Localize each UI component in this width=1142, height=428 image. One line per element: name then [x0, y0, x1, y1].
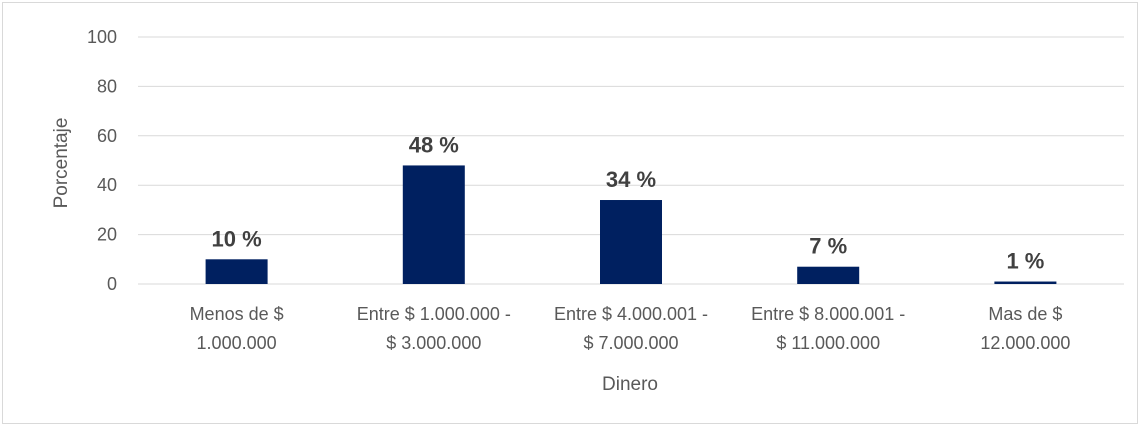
x-category-label: $ 7.000.000	[583, 333, 678, 353]
x-category-label: 12.000.000	[980, 333, 1070, 353]
x-axis-categories: Menos de $ 1.000.000 Entre $ 1.000.000 - $ …	[190, 304, 1071, 353]
data-label: 1 %	[1006, 249, 1044, 274]
x-category-label: Entre $ 8.000.001 -	[751, 304, 905, 324]
y-axis-ticks: 0 20 40 60 80 100	[87, 27, 117, 294]
x-category-label: $ 11.000.000	[776, 333, 880, 353]
bar	[600, 200, 662, 284]
data-label: 7 %	[809, 234, 847, 259]
bars	[205, 165, 1057, 284]
y-tick-label: 0	[107, 274, 117, 294]
x-category-label: Mas de $	[988, 304, 1062, 324]
y-tick-label: 40	[97, 175, 117, 195]
x-category-label: Entre $ 1.000.000 -	[357, 304, 511, 324]
y-tick-label: 60	[97, 126, 117, 146]
y-tick-label: 100	[87, 27, 117, 47]
bar	[797, 266, 860, 284]
y-axis-title: Porcentaje	[51, 118, 72, 209]
bar	[402, 165, 465, 284]
data-label: 10 %	[212, 226, 262, 251]
data-label: 48 %	[409, 132, 459, 157]
x-category-label: Entre $ 4.000.001 -	[554, 304, 708, 324]
y-tick-label: 20	[97, 225, 117, 245]
x-category-label: Menos de $	[190, 304, 284, 324]
data-label: 34 %	[606, 167, 656, 192]
gridlines	[138, 36, 1124, 285]
data-labels: 10 % 48 % 34 % 7 % 1 %	[212, 132, 1045, 273]
x-category-label: $ 3.000.000	[386, 333, 481, 353]
bar	[994, 281, 1057, 284]
x-axis-title: Dinero	[602, 374, 658, 395]
y-tick-label: 80	[97, 76, 117, 96]
x-category-label: 1.000.000	[197, 333, 277, 353]
bar	[205, 259, 268, 284]
